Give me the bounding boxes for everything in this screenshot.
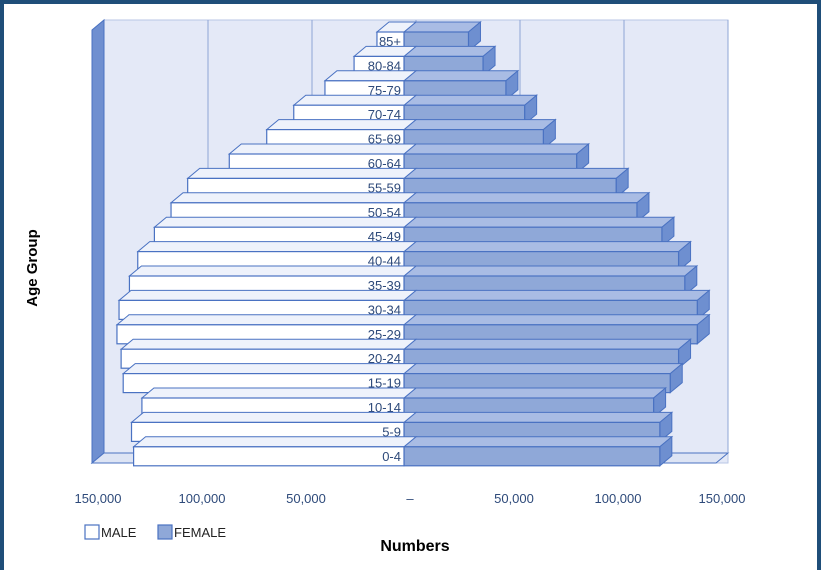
x-tick-label: – [406,491,414,506]
legend: MALE FEMALE [84,524,226,540]
category-label: 40-44 [368,254,401,269]
female-bar-top [402,289,711,301]
x-tick-label: 150,000 [699,491,746,506]
male-bar-top [323,70,418,82]
legend-swatch [84,524,100,540]
category-label: 0-4 [382,449,401,464]
female-bar-top [402,167,630,179]
category-label: 45-49 [368,229,401,244]
female-bar-top [402,216,676,228]
female-bar-top [402,387,667,399]
x-tick-label: 150,000 [75,491,122,506]
category-label: 75-79 [368,83,401,98]
female-bar-top [402,363,684,375]
x-tick-label: 100,000 [179,491,226,506]
category-label: 25-29 [368,327,401,342]
female-bar-top [402,338,692,350]
x-tick-label: 50,000 [494,491,534,506]
category-label: 85+ [379,34,401,49]
male-bar-top [119,338,418,350]
male-bar-top [227,143,418,155]
male-bar-top [153,216,418,228]
female-bar-top [402,21,482,33]
category-label: 65-69 [368,132,401,147]
male-bar-top [292,94,418,106]
category-label: 5-9 [382,424,401,439]
male-bar [133,446,405,467]
female-bar-top [402,143,591,155]
male-bar-top [140,387,418,399]
y-axis-label: Age Group [24,229,41,307]
male-bar-top [115,314,418,326]
category-label: 70-74 [368,107,401,122]
legend-swatch [157,524,173,540]
category-label: 30-34 [368,302,401,317]
category-label: 55-59 [368,180,401,195]
female-bar-top [402,241,692,253]
legend-label: FEMALE [174,525,226,540]
category-label: 60-64 [368,156,401,171]
male-bar-top [136,241,418,253]
female-bar-top [402,265,699,277]
male-bar-top [130,411,418,423]
female-bar-top [402,94,539,106]
male-bar-top [132,436,418,448]
female-bar-top [402,119,557,131]
category-label: 15-19 [368,376,401,391]
male-bar-top [169,192,418,204]
female-bar-top [402,192,651,204]
category-label: 50-54 [368,205,401,220]
male-bar-top [117,289,418,301]
category-label: 10-14 [368,400,401,415]
female-bar-top [402,411,674,423]
x-axis-ticks: 150,000 100,000 50,000 – 50,000 100,000 150,00… [75,491,746,506]
category-label: 20-24 [368,351,401,366]
female-bar-top [402,436,674,448]
male-bar-top [186,167,418,179]
female-bar-top [402,45,497,57]
male-bar-top [128,265,418,277]
male-bar-top [265,119,418,131]
bars: 85+ 80-84 75-79 70-74 65-69 60-64 55-59 50-54 45… [115,20,711,467]
legend-label: MALE [101,525,137,540]
category-label: 35-39 [368,278,401,293]
x-axis-label: Numbers [380,538,449,555]
female-bar-top [402,70,520,82]
x-tick-label: 50,000 [286,491,326,506]
male-bar-top [121,363,418,375]
category-label: 80-84 [368,58,401,73]
x-tick-label: 100,000 [595,491,642,506]
female-bar-top [402,314,711,326]
side-wall [91,18,105,465]
female-bar [403,446,661,467]
